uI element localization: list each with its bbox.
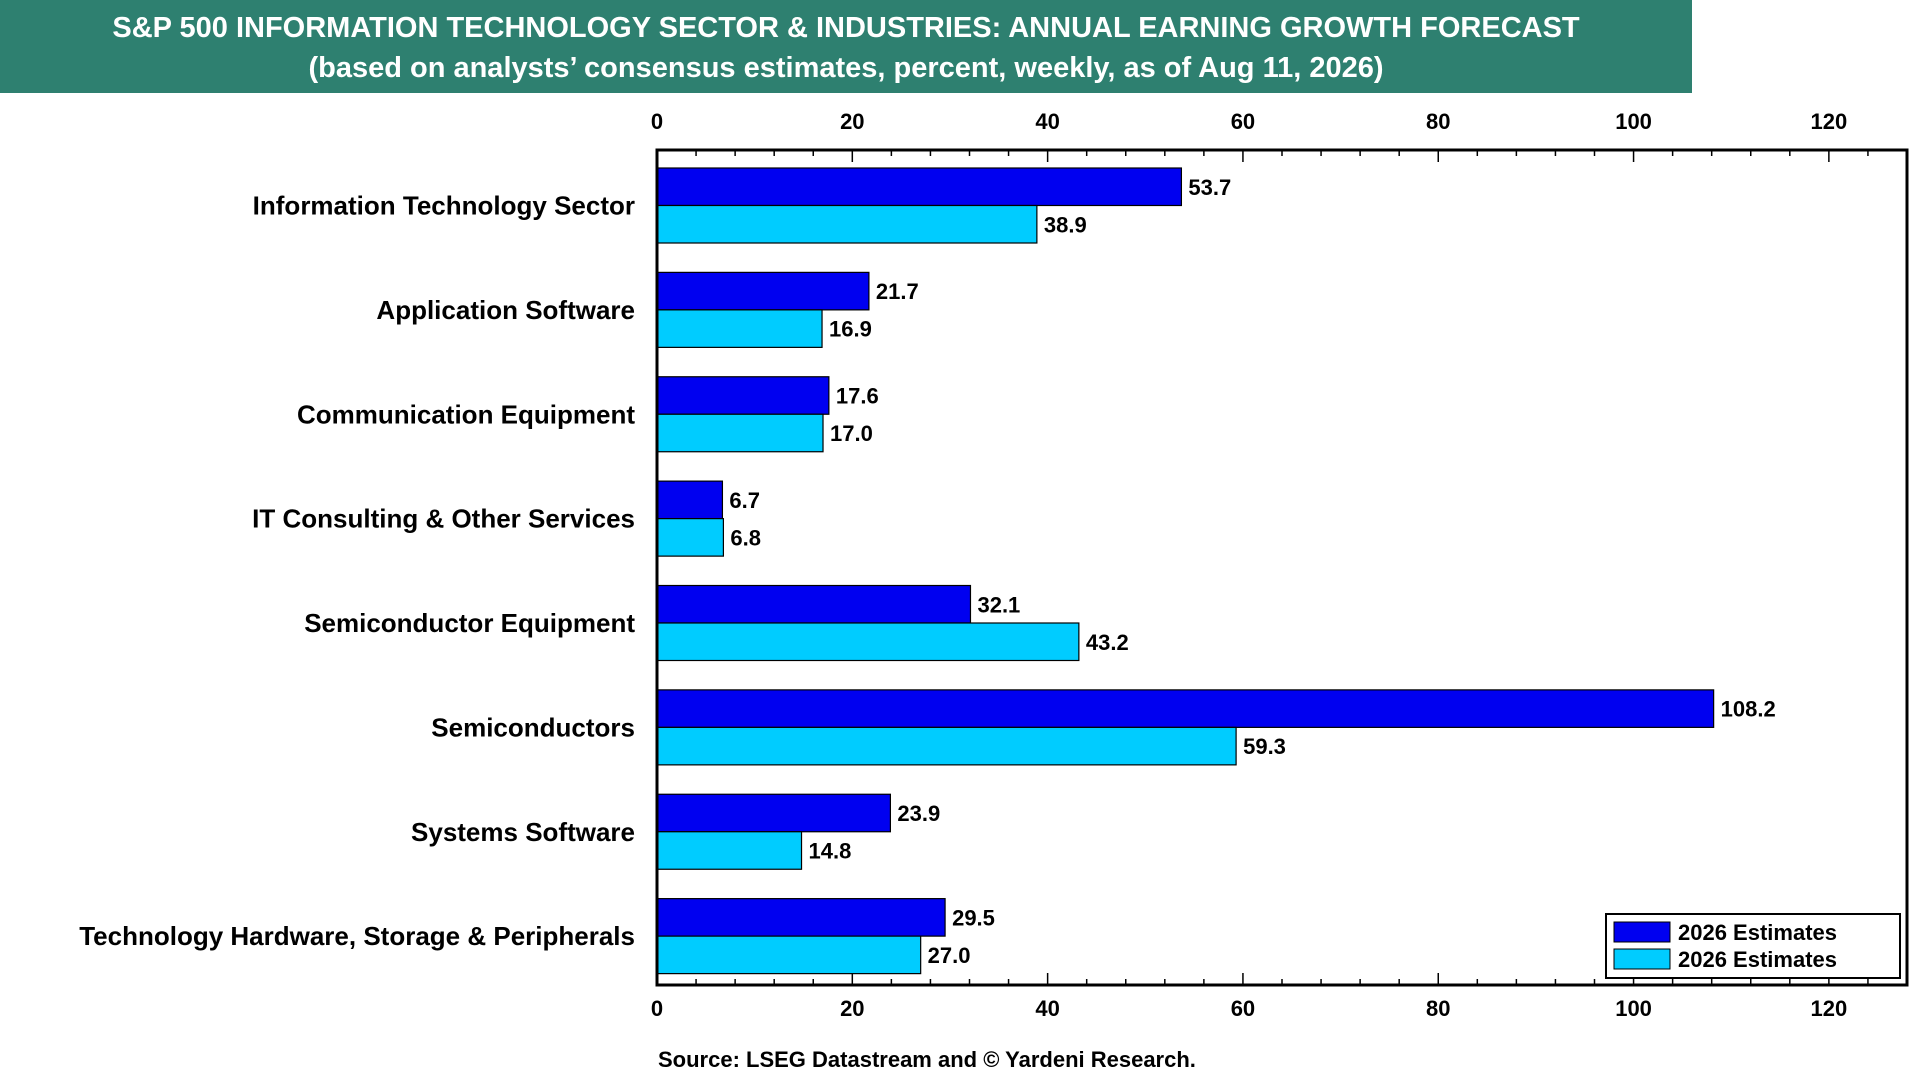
bar [656,898,946,937]
data-label: 17.6 [836,384,879,409]
legend-swatch [1613,921,1671,943]
tick-label-bottom: 40 [1035,996,1059,1021]
bar [656,831,803,870]
bar [656,204,1038,244]
tick-label-top: 80 [1426,109,1450,134]
tick-label-top: 120 [1811,109,1848,134]
plot-frame [655,148,1909,987]
data-label: 16.9 [829,317,872,342]
data-label: 14.8 [809,839,852,864]
category-label: Semiconductor Equipment [304,608,635,638]
category-label: IT Consulting & Other Services [252,504,635,534]
bar [656,622,1080,662]
category-label: Information Technology Sector [253,191,635,221]
bar [656,376,830,415]
legend-swatch [1613,948,1671,970]
bar [656,793,891,833]
bar [656,935,922,975]
tick-label-top: 0 [651,109,663,134]
bar [656,167,1183,207]
bar [656,726,1237,766]
category-label: Application Software [376,295,635,325]
data-label: 38.9 [1044,212,1087,237]
source-note: Source: LSEG Datastream and © Yardeni Re… [658,1047,1196,1072]
tick-label-bottom: 120 [1811,996,1848,1021]
data-label: 43.2 [1086,630,1129,655]
axis-layer: 0 0 20 20 40 40 60 60 80 80 100 100 120 120 [651,109,1908,1021]
category-label: Systems Software [411,817,635,847]
data-label: 29.5 [952,905,995,930]
bar [656,689,1715,728]
bar [656,584,972,624]
tick-label-top: 20 [840,109,864,134]
legend-label: 2026 Estimates [1678,947,1837,972]
tick-label-bottom: 60 [1231,996,1255,1021]
legend-label: 2026 Estimates [1678,920,1837,945]
bar [656,271,870,311]
data-label: 32.1 [977,592,1020,617]
bars-layer [656,167,1715,975]
category-label: Semiconductors [431,712,635,742]
tick-label-bottom: 100 [1615,996,1652,1021]
bar [656,413,824,453]
tick-label-top: 60 [1231,109,1255,134]
bar [656,480,724,520]
category-label: Communication Equipment [297,399,635,429]
data-label: 59.3 [1243,734,1286,759]
tick-label-bottom: 0 [651,996,663,1021]
data-label: 6.8 [730,525,761,550]
category-label: Technology Hardware, Storage & Periphera… [79,921,635,951]
tick-label-bottom: 20 [840,996,864,1021]
chart-title: S&P 500 INFORMATION TECHNOLOGY SECTOR & … [112,12,1580,44]
tick-label-top: 100 [1615,109,1652,134]
bar [656,309,823,348]
tick-label-bottom: 80 [1426,996,1450,1021]
tick-label-top: 40 [1035,109,1059,134]
data-label: 23.9 [897,801,940,826]
data-label: 53.7 [1188,175,1231,200]
chart-subtitle: (based on analysts’ consensus estimates,… [308,52,1384,84]
data-label: 6.7 [729,488,760,513]
data-label: 17.0 [830,421,873,446]
data-label: 21.7 [876,279,919,304]
data-label: 108.2 [1721,697,1776,722]
data-label: 27.0 [928,943,971,968]
labels-layer: Information Technology Sector 53.7 38.9 App… [79,175,1776,968]
bar [656,518,725,557]
title-banner: S&P 500 INFORMATION TECHNOLOGY SECTOR & … [0,0,1692,93]
